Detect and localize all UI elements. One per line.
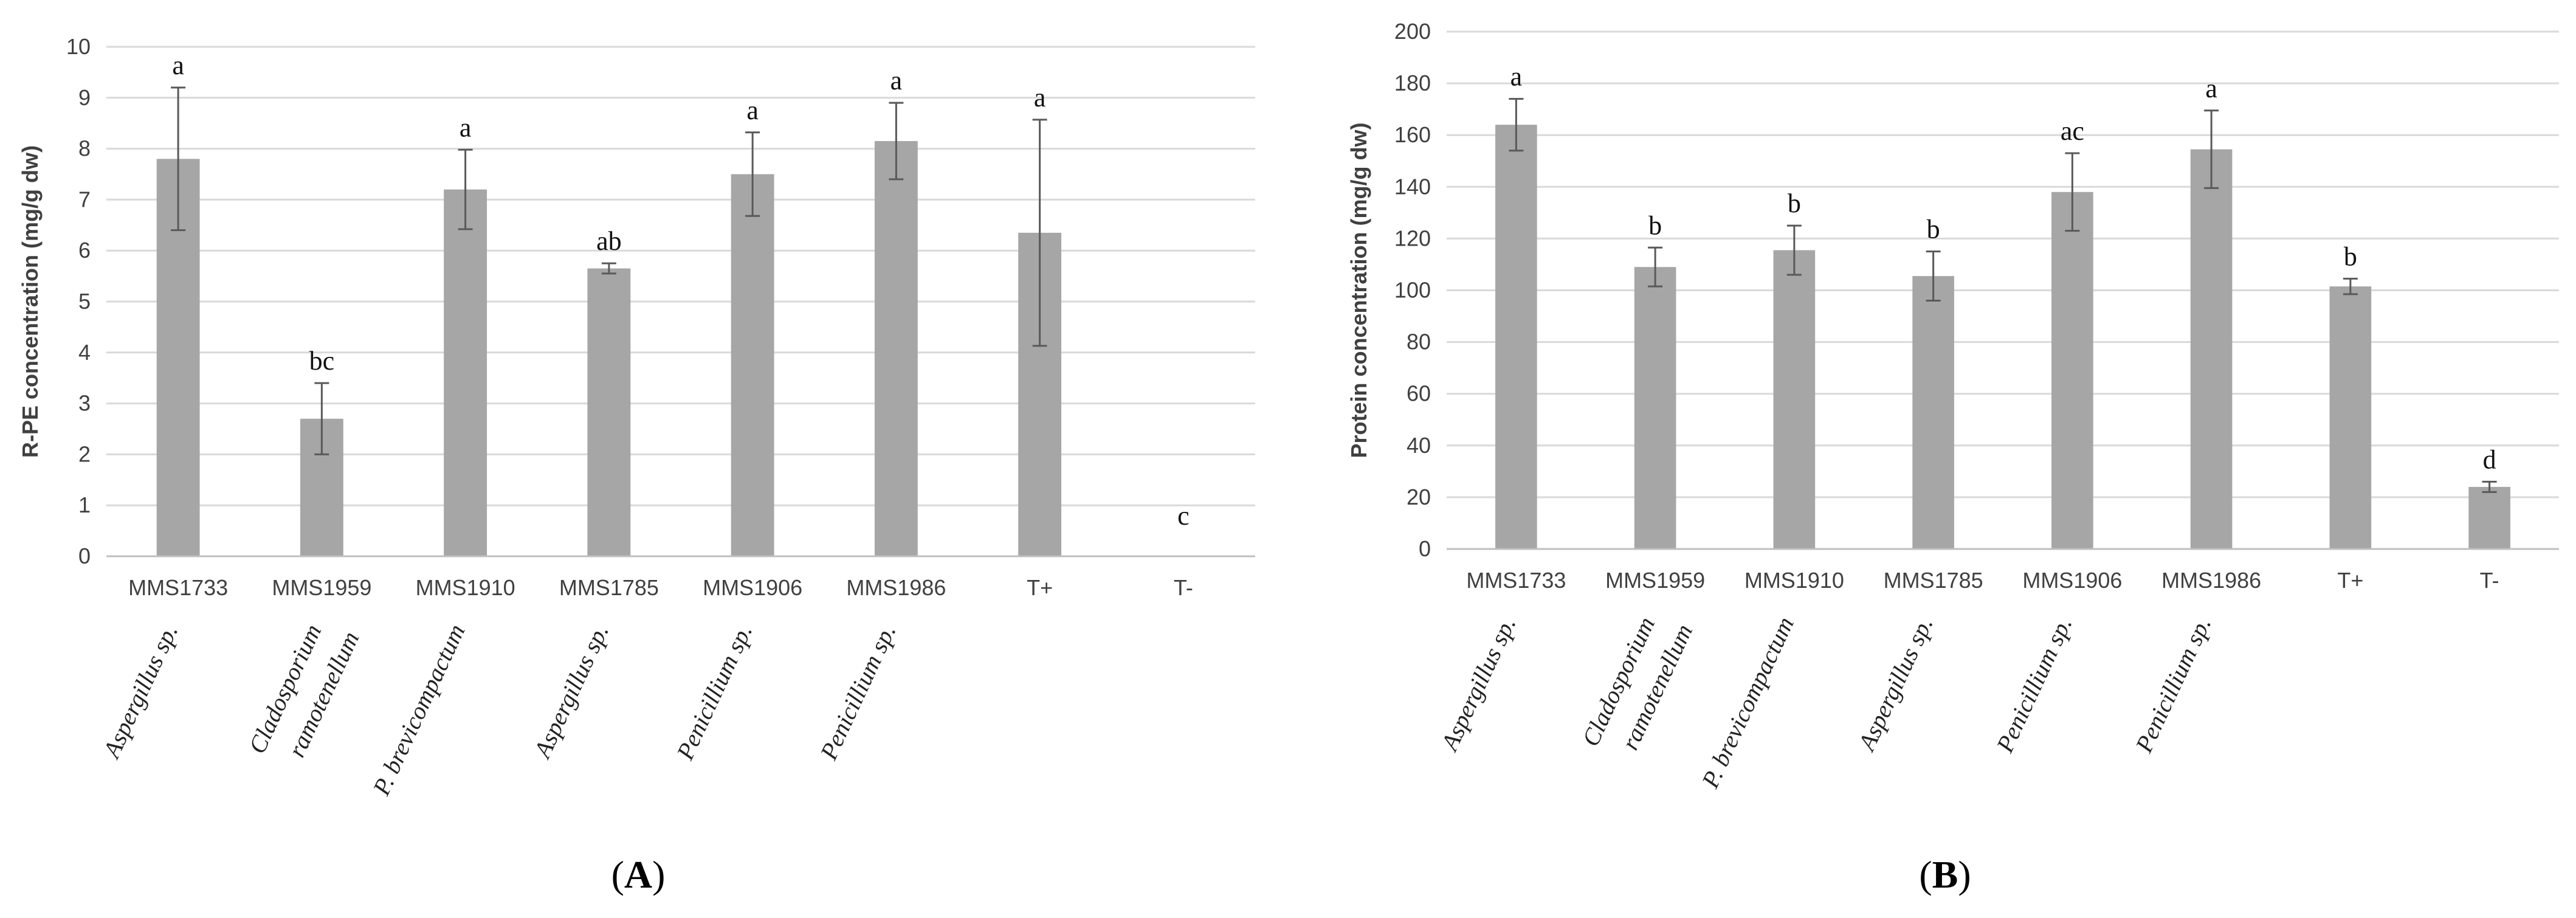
significance-letter: d xyxy=(2483,444,2496,474)
bar xyxy=(1495,125,1537,549)
significance-letter: b xyxy=(2344,241,2357,271)
y-tick-label: 180 xyxy=(1394,71,1431,95)
species-label: P. brevicompactum xyxy=(367,620,470,800)
significance-letter: ac xyxy=(2061,116,2084,146)
bar xyxy=(1773,250,1816,549)
bar xyxy=(587,268,631,556)
x-tick-label: T+ xyxy=(2337,568,2363,593)
chart-panel-a: 0 1 2 3 4 5 6 7 8 9 10 R-PE concentration (mg/g dw)… xyxy=(18,34,1255,896)
species-label: Aspergillus sp. xyxy=(528,620,614,764)
y-tick-label: 60 xyxy=(1407,381,1431,406)
x-tick-label: T- xyxy=(1174,575,1193,600)
y-tick-label: 6 xyxy=(78,238,91,263)
species-label: Penicillium sp. xyxy=(671,620,758,764)
y-tick-label: 200 xyxy=(1394,19,1431,44)
y-axis-label: Protein concentration (mg/g dw) xyxy=(1346,122,1371,458)
y-tick-label: 8 xyxy=(78,136,91,161)
x-tick-label: T- xyxy=(2480,568,2499,593)
y-tick-label: 0 xyxy=(78,544,91,568)
panel-label: (A) xyxy=(611,853,666,896)
significance-letter: a xyxy=(890,66,903,95)
significance-letter: b xyxy=(1648,210,1662,240)
bar xyxy=(874,141,918,556)
significance-letter: a xyxy=(1034,83,1046,112)
species-label: Penicillium sp. xyxy=(1991,613,2078,757)
bar xyxy=(2190,149,2233,550)
x-tick-label: MMS1986 xyxy=(2161,568,2261,593)
y-tick-label: 1 xyxy=(78,492,91,517)
significance-letter: a xyxy=(1510,62,1523,92)
x-tick-label: T+ xyxy=(1027,575,1053,600)
y-tick-label: 0 xyxy=(1419,536,1431,561)
y-tick-label: 9 xyxy=(78,85,91,110)
x-tick-label: MMS1785 xyxy=(559,575,659,600)
bar xyxy=(1912,276,1954,549)
y-tick-label: 7 xyxy=(78,187,91,212)
species-label: Penicillium sp. xyxy=(2130,613,2217,757)
x-tick-label: MMS1910 xyxy=(1744,568,1844,593)
species-label: Aspergillus sp. xyxy=(1852,613,1938,756)
y-tick-label: 20 xyxy=(1407,485,1431,509)
x-tick-label: MMS1733 xyxy=(128,575,228,600)
y-tick-label: 4 xyxy=(78,340,91,365)
y-tick-label: 40 xyxy=(1407,433,1431,458)
x-tick-label: MMS1959 xyxy=(1605,568,1705,593)
significance-letter: c xyxy=(1177,501,1190,531)
x-tick-label: MMS1906 xyxy=(2022,568,2122,593)
species-label: Aspergillus sp. xyxy=(1435,613,1521,756)
y-tick-label: 3 xyxy=(78,391,91,416)
significance-letter: a xyxy=(746,95,759,125)
y-tick-label: 2 xyxy=(78,441,91,466)
chart-panel-b: 0 20 40 60 80 100 120 140 160 180 200 Protein conce… xyxy=(1346,19,2559,896)
x-tick-label: MMS1906 xyxy=(703,575,802,600)
significance-letter: b xyxy=(1927,215,1940,244)
species-label: Penicillium sp. xyxy=(814,620,901,764)
x-tick-label: MMS1959 xyxy=(272,575,371,600)
y-tick-label: 100 xyxy=(1394,278,1431,303)
y-tick-label: 5 xyxy=(78,289,91,314)
x-tick-label: MMS1986 xyxy=(846,575,946,600)
significance-letter: ab xyxy=(596,226,622,256)
bar xyxy=(2468,486,2510,549)
significance-letter: a xyxy=(172,50,184,80)
bar xyxy=(2051,192,2093,549)
y-tick-label: 80 xyxy=(1407,330,1431,354)
y-axis-label: R-PE concentration (mg/g dw) xyxy=(18,145,43,458)
x-tick-label: MMS1910 xyxy=(416,575,515,600)
bar xyxy=(1634,267,1676,549)
significance-letter: a xyxy=(2205,74,2217,103)
bar xyxy=(731,174,774,556)
bar xyxy=(444,189,487,556)
x-tick-label: MMS1733 xyxy=(1466,568,1566,593)
y-tick-label: 160 xyxy=(1394,122,1431,147)
y-tick-label: 140 xyxy=(1394,174,1431,199)
species-label: P. brevicompactum xyxy=(1696,613,1799,793)
species-label: Aspergillus sp. xyxy=(97,620,183,764)
y-tick-label: 120 xyxy=(1394,226,1431,250)
y-tick-label: 10 xyxy=(66,34,91,59)
bar xyxy=(2329,286,2372,549)
x-tick-label: MMS1785 xyxy=(1884,568,1983,593)
significance-letter: a xyxy=(460,112,472,142)
significance-letter: b xyxy=(1788,188,1801,218)
panel-label: (B) xyxy=(1919,853,1971,896)
significance-letter: bc xyxy=(309,346,335,376)
